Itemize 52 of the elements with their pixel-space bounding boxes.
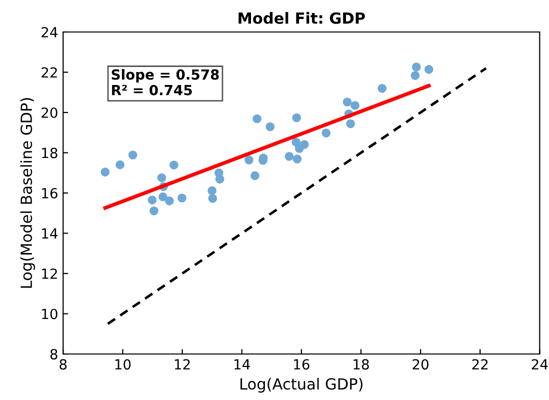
point — [244, 156, 254, 164]
annotation: R² = 0.745 — [112, 84, 192, 96]
point — [252, 114, 262, 124]
point — [150, 206, 158, 216]
x-tick-label: 18 — [354, 359, 369, 370]
point — [424, 65, 434, 74]
x-tick-label: 10 — [115, 359, 131, 370]
x-tick-label: 16 — [294, 359, 310, 370]
point — [322, 128, 331, 138]
point — [350, 101, 360, 110]
point — [346, 119, 355, 128]
point — [292, 154, 302, 164]
annotation: Slope = 0.578 — [112, 69, 219, 82]
point — [116, 160, 124, 170]
y-tick-label: 24 — [42, 26, 58, 38]
point — [100, 168, 110, 176]
point — [128, 150, 138, 160]
x-axis-title: Log(Actual GDP) — [240, 378, 362, 393]
point — [208, 194, 218, 203]
point — [208, 186, 216, 195]
x-tick-label: 8 — [60, 359, 67, 370]
y-tick-label: 20 — [42, 107, 58, 118]
y-tick-label: 12 — [42, 268, 57, 279]
point — [148, 196, 157, 204]
point — [292, 113, 302, 122]
point — [410, 71, 420, 80]
y-tick-label: 8 — [50, 348, 58, 360]
chart-title: Model Fit: GDP — [238, 12, 365, 24]
y-tick-label: 10 — [42, 308, 58, 320]
point — [378, 84, 387, 93]
x-tick-label: 14 — [234, 359, 250, 370]
y-tick-label: 16 — [42, 188, 58, 198]
x-tick-label: 22 — [472, 359, 488, 370]
point — [266, 122, 275, 132]
point — [178, 194, 186, 202]
point — [158, 192, 168, 202]
point — [215, 174, 224, 184]
x-tick-label: 20 — [412, 359, 428, 370]
point — [300, 140, 309, 149]
y-axis-title: Log(Model Baseline GDP) — [20, 98, 36, 288]
y-tick-label: 14 — [42, 228, 58, 239]
x-tick-label: 12 — [174, 359, 190, 370]
point — [165, 196, 174, 206]
x-tick-label: 24 — [532, 359, 548, 370]
y-tick-label: 22 — [42, 67, 57, 78]
point — [342, 98, 352, 106]
point — [250, 171, 260, 180]
point — [170, 160, 178, 170]
point — [284, 152, 294, 161]
y-tick-label: 18 — [42, 148, 58, 158]
point — [157, 173, 166, 182]
point — [412, 62, 421, 72]
